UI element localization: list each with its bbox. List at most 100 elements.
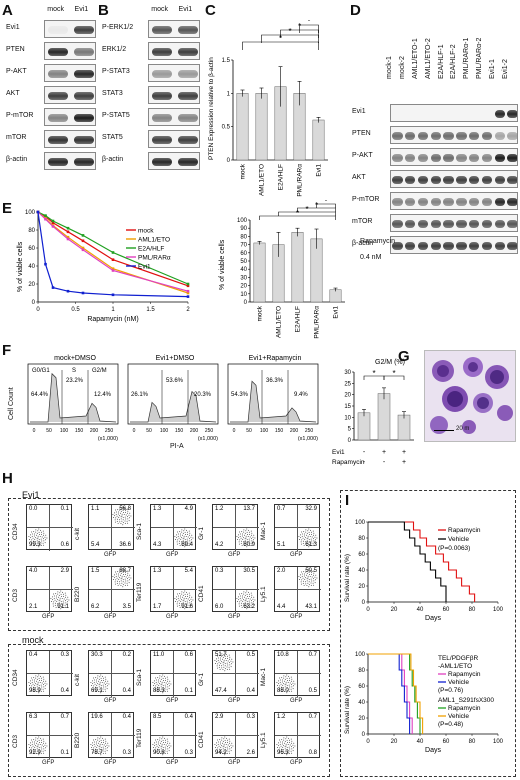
- event-dot: [218, 664, 220, 666]
- y-tick-label: 0: [227, 158, 231, 164]
- event-dot: [95, 690, 97, 692]
- event-dot: [248, 606, 250, 608]
- bar: [312, 119, 325, 161]
- protein-band: [47, 158, 69, 166]
- x-scale-label: (x1,000): [298, 436, 318, 442]
- bar: [397, 414, 411, 441]
- event-dot: [222, 753, 224, 755]
- event-dot: [42, 750, 44, 752]
- blot-strip: [44, 152, 96, 170]
- protein-band: [392, 154, 403, 162]
- event-dot: [216, 751, 218, 753]
- event-dot: [33, 535, 35, 537]
- event-dot: [157, 752, 159, 754]
- event-dot: [222, 662, 224, 664]
- event-dot: [300, 571, 302, 573]
- x-tick-label: 100: [60, 428, 69, 434]
- event-dot: [306, 585, 308, 587]
- event-dot: [225, 744, 227, 746]
- event-dot: [35, 675, 37, 677]
- event-dot: [254, 599, 256, 601]
- quadrant-upper-left: 11.0: [153, 652, 165, 658]
- protein-band: [151, 70, 173, 78]
- event-dot: [103, 748, 105, 750]
- event-dot: [244, 540, 246, 542]
- event-dot: [176, 543, 178, 545]
- event-dot: [94, 686, 96, 688]
- flow-dot-plot: 1.2 13.7 4.2 80.9: [212, 504, 259, 551]
- event-dot: [35, 537, 37, 539]
- quadrant-lower-right: 0.4: [122, 688, 131, 694]
- event-dot: [32, 688, 34, 690]
- event-dot: [220, 749, 222, 751]
- event-dot: [289, 744, 291, 746]
- event-dot: [245, 599, 247, 601]
- event-dot: [238, 599, 240, 601]
- event-dot: [92, 745, 94, 747]
- event-dot: [180, 541, 182, 543]
- event-dot: [35, 751, 37, 753]
- protein-band: [481, 176, 493, 184]
- protein-band: [481, 154, 493, 162]
- event-dot: [67, 601, 69, 603]
- event-dot: [237, 596, 239, 598]
- event-dot: [290, 742, 292, 744]
- row-label-evi1: Evi1: [332, 449, 345, 456]
- histogram-frame: [227, 363, 319, 425]
- event-dot: [246, 539, 248, 541]
- event-dot: [283, 675, 285, 677]
- event-dot: [119, 521, 121, 523]
- event-dot: [186, 544, 188, 546]
- protein-band: [456, 242, 467, 250]
- event-dot: [63, 602, 65, 604]
- event-dot: [155, 743, 157, 745]
- event-dot: [98, 684, 100, 686]
- event-dot: [57, 591, 59, 593]
- x-tick-label: 20: [391, 739, 398, 745]
- event-dot: [95, 739, 97, 741]
- event-dot: [39, 742, 41, 744]
- significance-bracket: [383, 375, 405, 380]
- quadrant-upper-left: 1.1: [91, 506, 100, 512]
- quadrant-upper-left: 1.3: [153, 506, 162, 512]
- protein-band: [494, 242, 505, 250]
- event-dot: [312, 530, 314, 532]
- event-dot: [249, 602, 251, 604]
- y-tick-label: 20: [240, 284, 247, 290]
- event-dot: [179, 606, 181, 608]
- event-dot: [92, 687, 94, 689]
- event-dot: [125, 576, 127, 578]
- event-dot: [229, 664, 231, 666]
- band-label-actin: β-actin: [352, 240, 374, 247]
- event-dot: [92, 751, 94, 753]
- event-dot: [241, 535, 243, 537]
- event-dot: [92, 683, 94, 685]
- event-dot: [252, 536, 254, 538]
- event-dot: [38, 685, 40, 687]
- event-dot: [36, 740, 38, 742]
- quadrant-divider-h: [213, 527, 259, 528]
- event-dot: [117, 509, 119, 511]
- event-dot: [176, 531, 178, 533]
- event-dot: [186, 593, 188, 595]
- event-dot: [31, 743, 33, 745]
- dot-cloud: [298, 528, 318, 548]
- event-dot: [30, 739, 32, 741]
- event-dot: [34, 687, 36, 689]
- event-dot: [113, 578, 115, 580]
- event-dot: [160, 680, 162, 682]
- event-dot: [64, 596, 66, 598]
- dot-cloud: [174, 528, 194, 548]
- event-dot: [184, 539, 186, 541]
- y-tick-label: 20: [344, 393, 351, 399]
- event-dot: [31, 685, 33, 687]
- flow-dot-plot: 0.3 30.5 6.0 63.2: [212, 566, 259, 613]
- event-dot: [182, 602, 184, 604]
- x-tick-label: 60: [443, 607, 450, 613]
- y-tick-label: 60: [28, 246, 35, 252]
- event-dot: [117, 575, 119, 577]
- event-dot: [177, 535, 179, 537]
- event-dot: [175, 596, 177, 598]
- quadrant-upper-left: 2.9: [215, 714, 224, 720]
- protein-band: [507, 154, 517, 162]
